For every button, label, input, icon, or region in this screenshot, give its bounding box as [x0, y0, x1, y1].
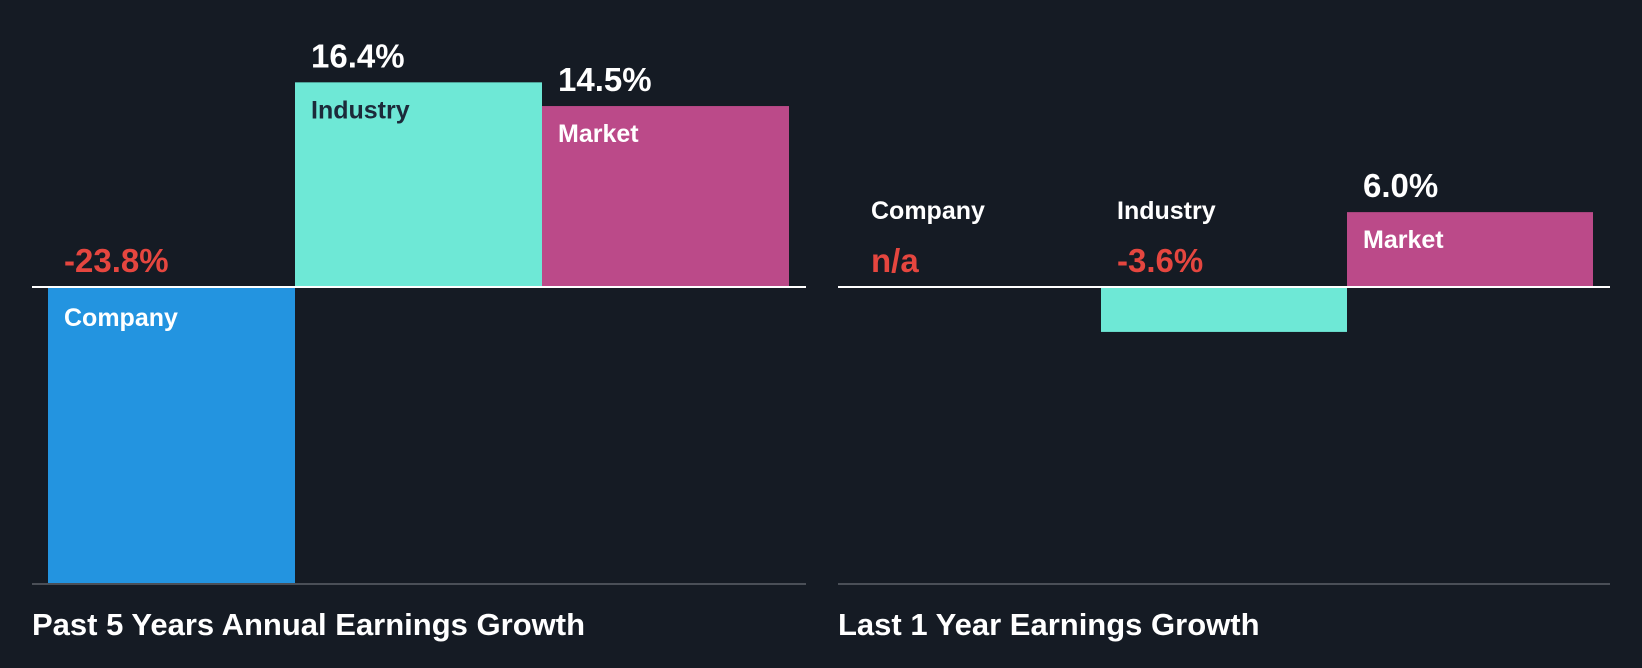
panel1-industry-bar — [295, 82, 542, 287]
panel2-industry-label: Industry — [1117, 197, 1216, 225]
panel1-market-value: 14.5% — [558, 61, 652, 98]
panel2-industry-bar — [1101, 287, 1347, 332]
panel2-title: Last 1 Year Earnings Growth — [838, 607, 1260, 642]
panel2-market-label: Market — [1363, 226, 1444, 254]
panel2-company-label: Company — [871, 197, 985, 225]
panel1-title: Past 5 Years Annual Earnings Growth — [32, 607, 585, 642]
panel1-company-value: -23.8% — [64, 242, 169, 279]
panel1-industry-value: 16.4% — [311, 37, 405, 74]
panel1-industry-label: Industry — [311, 96, 410, 124]
panel2-company-value: n/a — [871, 242, 919, 279]
panel1-market-bar — [542, 106, 789, 287]
panel1-market-label: Market — [558, 120, 639, 148]
panel1-company-bar — [48, 287, 295, 584]
panel2-industry-value: -3.6% — [1117, 242, 1203, 279]
panel2-market-value: 6.0% — [1363, 167, 1438, 204]
panel2-market-bar — [1347, 212, 1593, 287]
panel1-company-label: Company — [64, 304, 178, 332]
